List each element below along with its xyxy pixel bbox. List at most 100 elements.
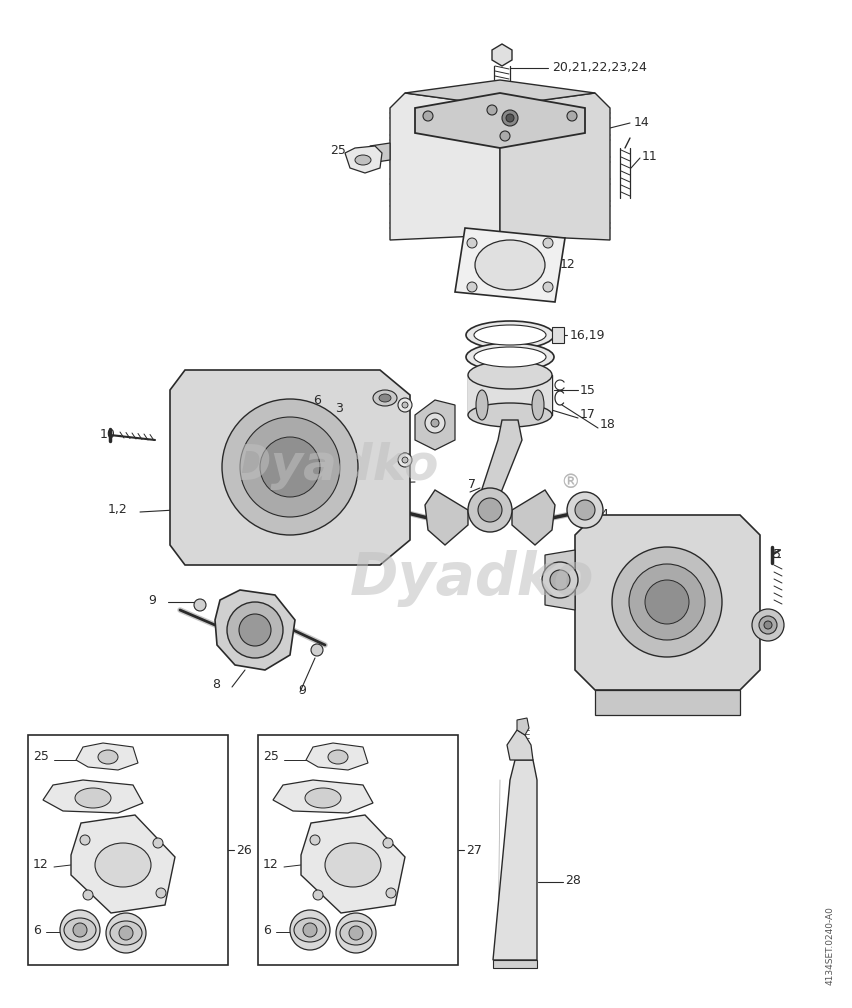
Text: ®: ® bbox=[560, 473, 579, 492]
Ellipse shape bbox=[466, 343, 554, 371]
Ellipse shape bbox=[466, 321, 554, 349]
Circle shape bbox=[73, 923, 87, 937]
Polygon shape bbox=[370, 143, 390, 163]
Circle shape bbox=[290, 910, 330, 950]
Ellipse shape bbox=[474, 325, 546, 345]
Text: 4134SET.0240-A0: 4134SET.0240-A0 bbox=[826, 906, 834, 985]
Circle shape bbox=[752, 609, 784, 641]
Text: 8: 8 bbox=[212, 678, 220, 691]
Ellipse shape bbox=[468, 403, 552, 427]
Text: 4: 4 bbox=[600, 508, 607, 521]
Polygon shape bbox=[493, 760, 537, 960]
Circle shape bbox=[313, 890, 323, 900]
Circle shape bbox=[83, 890, 93, 900]
Ellipse shape bbox=[468, 361, 552, 389]
Bar bbox=[552, 327, 564, 343]
Circle shape bbox=[612, 547, 722, 657]
Circle shape bbox=[764, 621, 772, 629]
Polygon shape bbox=[512, 490, 555, 545]
Text: 13: 13 bbox=[540, 508, 556, 521]
Text: 6: 6 bbox=[363, 936, 371, 950]
Polygon shape bbox=[215, 590, 295, 670]
Circle shape bbox=[311, 644, 323, 656]
Circle shape bbox=[239, 614, 271, 646]
Circle shape bbox=[60, 910, 100, 950]
Text: 10: 10 bbox=[100, 428, 116, 442]
Ellipse shape bbox=[305, 788, 341, 808]
Circle shape bbox=[386, 888, 396, 898]
Circle shape bbox=[425, 413, 445, 433]
Polygon shape bbox=[43, 780, 143, 813]
Circle shape bbox=[506, 114, 514, 122]
Polygon shape bbox=[500, 93, 610, 240]
Circle shape bbox=[383, 838, 393, 848]
Text: Dyadko: Dyadko bbox=[230, 442, 440, 490]
Circle shape bbox=[567, 492, 603, 528]
Circle shape bbox=[542, 562, 578, 598]
Circle shape bbox=[240, 417, 340, 517]
Ellipse shape bbox=[328, 750, 348, 764]
Circle shape bbox=[550, 570, 570, 590]
Polygon shape bbox=[76, 743, 138, 770]
Polygon shape bbox=[517, 718, 529, 735]
Circle shape bbox=[502, 110, 518, 126]
Text: 26: 26 bbox=[236, 844, 251, 857]
Polygon shape bbox=[390, 93, 500, 240]
Circle shape bbox=[349, 926, 363, 940]
Text: 3: 3 bbox=[330, 457, 338, 470]
Ellipse shape bbox=[475, 240, 545, 290]
Polygon shape bbox=[595, 690, 740, 715]
Circle shape bbox=[423, 111, 433, 121]
Polygon shape bbox=[273, 780, 373, 813]
Bar bbox=[468, 375, 552, 415]
Ellipse shape bbox=[340, 921, 372, 946]
Circle shape bbox=[310, 835, 320, 845]
Text: 20,21,22,23,24: 20,21,22,23,24 bbox=[552, 61, 647, 75]
Polygon shape bbox=[345, 146, 382, 173]
Polygon shape bbox=[415, 93, 585, 148]
Circle shape bbox=[487, 105, 497, 115]
Circle shape bbox=[478, 498, 502, 522]
Ellipse shape bbox=[64, 918, 96, 942]
Text: 6: 6 bbox=[263, 923, 271, 936]
Circle shape bbox=[629, 564, 705, 640]
Text: 3: 3 bbox=[335, 401, 343, 414]
Bar bbox=[493, 960, 537, 968]
Text: 25: 25 bbox=[330, 143, 346, 156]
Text: 6: 6 bbox=[133, 936, 141, 950]
Circle shape bbox=[543, 238, 553, 248]
Text: 1,2: 1,2 bbox=[108, 504, 128, 516]
Circle shape bbox=[543, 282, 553, 292]
Ellipse shape bbox=[110, 921, 142, 946]
Text: 9: 9 bbox=[148, 594, 156, 607]
Text: 27: 27 bbox=[466, 844, 482, 857]
Ellipse shape bbox=[373, 390, 397, 406]
Circle shape bbox=[119, 926, 133, 940]
Text: 18: 18 bbox=[600, 418, 616, 431]
Circle shape bbox=[567, 111, 577, 121]
Text: 15: 15 bbox=[580, 383, 596, 396]
Text: 6: 6 bbox=[776, 621, 784, 633]
Text: 7: 7 bbox=[468, 479, 476, 492]
Ellipse shape bbox=[325, 843, 381, 887]
Circle shape bbox=[431, 419, 439, 427]
Circle shape bbox=[156, 888, 166, 898]
Ellipse shape bbox=[294, 918, 326, 942]
Text: 12: 12 bbox=[560, 258, 576, 271]
Polygon shape bbox=[480, 420, 522, 505]
Circle shape bbox=[153, 838, 163, 848]
Circle shape bbox=[106, 913, 146, 953]
Polygon shape bbox=[170, 370, 410, 565]
Polygon shape bbox=[455, 228, 565, 302]
Circle shape bbox=[575, 500, 595, 520]
Circle shape bbox=[500, 131, 510, 141]
Polygon shape bbox=[545, 550, 575, 610]
Polygon shape bbox=[71, 815, 175, 913]
Polygon shape bbox=[425, 490, 468, 545]
Polygon shape bbox=[415, 400, 455, 450]
Circle shape bbox=[303, 923, 317, 937]
Text: ®: ® bbox=[560, 473, 579, 492]
Text: 12: 12 bbox=[33, 859, 49, 872]
Bar bbox=[258, 735, 458, 965]
Circle shape bbox=[398, 453, 412, 467]
